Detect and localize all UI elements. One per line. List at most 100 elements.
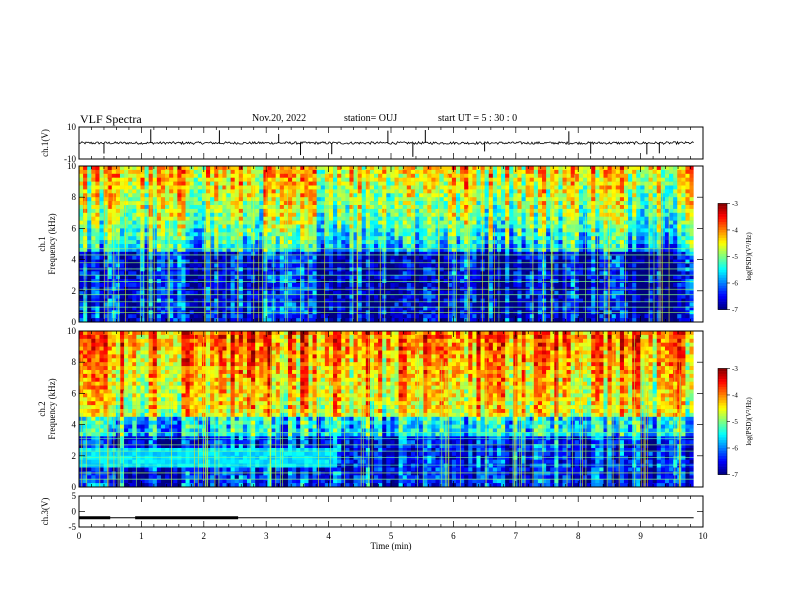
spectrogram-cell (476, 283, 481, 288)
ch1-ylabel: ch.1(V) (40, 129, 50, 157)
spectrogram-cell (431, 193, 436, 198)
spectrogram-cell (189, 205, 195, 210)
spectrogram-cell (160, 247, 166, 253)
spectrogram-cell (103, 189, 108, 194)
spectrogram-cell (304, 201, 309, 206)
spectrogram-cell (181, 173, 186, 178)
spectrogram-cell (263, 173, 268, 178)
spectrogram-cell (247, 212, 252, 217)
spectrogram-cell (423, 212, 428, 217)
spectrogram-cell (87, 244, 92, 249)
spectrogram-cell (472, 318, 477, 323)
spectrogram-cell (144, 251, 149, 256)
spectrogram-cell (136, 283, 141, 288)
spectrogram-cell (320, 283, 326, 288)
spectrogram-cell (394, 185, 399, 190)
spectrogram-cell (468, 185, 473, 190)
spectrogram-cell (525, 212, 531, 217)
spectrogram-cell (197, 294, 203, 299)
spectrogram-cell (529, 290, 535, 295)
spectrogram-cell (398, 240, 404, 245)
spectrogram-cell (197, 181, 203, 186)
spectrogram-cell (423, 240, 428, 245)
spectrogram-cell (398, 271, 404, 276)
spectrogram-cell (287, 208, 293, 214)
spectrogram-cell (386, 306, 391, 311)
spectrogram-cell (505, 220, 510, 225)
spectrogram-cell (488, 232, 494, 237)
spectrogram-cell (140, 263, 145, 268)
spectrogram-cell (505, 294, 510, 299)
spectrogram-cell (234, 263, 240, 268)
spectrogram-cell (193, 173, 199, 178)
spectrogram-cell (115, 173, 121, 178)
spectrogram-cell (169, 259, 174, 264)
spectrogram-cell (529, 275, 535, 280)
spectrogram-cell (410, 240, 416, 245)
spectrogram-cell (382, 181, 387, 186)
spectrogram-cell (210, 306, 215, 311)
spectrogram-cell (328, 220, 334, 225)
spectrogram-cell (279, 247, 285, 253)
spectrogram-cell (419, 201, 424, 206)
spectrogram-cell (242, 251, 248, 256)
spectrogram-cell (419, 177, 424, 182)
spectrogram-cell (509, 247, 514, 253)
spectrogram-cell (316, 255, 322, 260)
spectrogram-cell (537, 224, 543, 229)
spectrogram-cell (537, 201, 543, 206)
spectrogram-cell (537, 205, 543, 210)
spectrogram-cell (464, 267, 469, 272)
spectrogram-cell (525, 298, 531, 303)
spectrogram-cell (496, 224, 502, 229)
spectrogram-cell (574, 177, 580, 182)
spectrogram-cell (222, 314, 227, 319)
spectrogram-cell (472, 267, 477, 272)
spectrogram-cell (206, 185, 211, 190)
spectrogram-cell (247, 271, 252, 276)
spectrogram-cell (431, 275, 436, 280)
spectrogram-cell (218, 259, 223, 264)
spectrogram-cell (119, 169, 125, 175)
spectrogram-cell (484, 197, 490, 202)
spectrogram-cell (570, 189, 576, 194)
spectrogram-cell (115, 314, 121, 319)
spectrogram-cell (242, 267, 248, 272)
spectrogram-cell (546, 185, 551, 190)
spectrogram-cell (423, 271, 428, 276)
spectrogram-cell (439, 185, 444, 190)
spectrogram-cell (488, 259, 494, 264)
spectrogram-cell (103, 173, 108, 178)
spectrogram-cell (165, 166, 170, 171)
spectrogram-cell (308, 181, 313, 186)
spectrogram-cell (267, 166, 272, 171)
spectrogram-cell (570, 193, 576, 198)
spectrogram-cell (341, 169, 346, 175)
spectrogram-cell (509, 177, 514, 182)
spectrogram-cell (443, 212, 449, 217)
spectrogram-cell (197, 232, 203, 237)
spectrogram-cell (251, 193, 256, 198)
spectrogram-cell (365, 244, 371, 249)
spectrogram-cell (492, 306, 498, 311)
spectrogram-cell (206, 283, 211, 288)
spectrogram-cell (554, 224, 559, 229)
spectrogram-cell (554, 201, 559, 206)
spectrogram-cell (328, 216, 334, 221)
spectrogram-cell (451, 212, 457, 217)
spectrogram-cell (328, 318, 334, 323)
spectrogram-cell (173, 166, 178, 171)
spectrogram-cell (230, 236, 236, 241)
spectrogram-cell (521, 181, 526, 186)
spectrogram-cell (431, 232, 436, 237)
spectrogram-cell (455, 306, 461, 311)
spectrogram-cell (87, 267, 92, 272)
spectrogram-cell (210, 208, 215, 214)
spectrogram-cell (369, 271, 375, 276)
spectrogram-cell (300, 189, 305, 194)
spectrogram-cell (501, 173, 506, 178)
spectrogram-cell (247, 290, 252, 295)
spectrogram-cell (472, 193, 477, 198)
spectrogram-cell (558, 259, 563, 264)
spectrogram-cell (292, 232, 297, 237)
